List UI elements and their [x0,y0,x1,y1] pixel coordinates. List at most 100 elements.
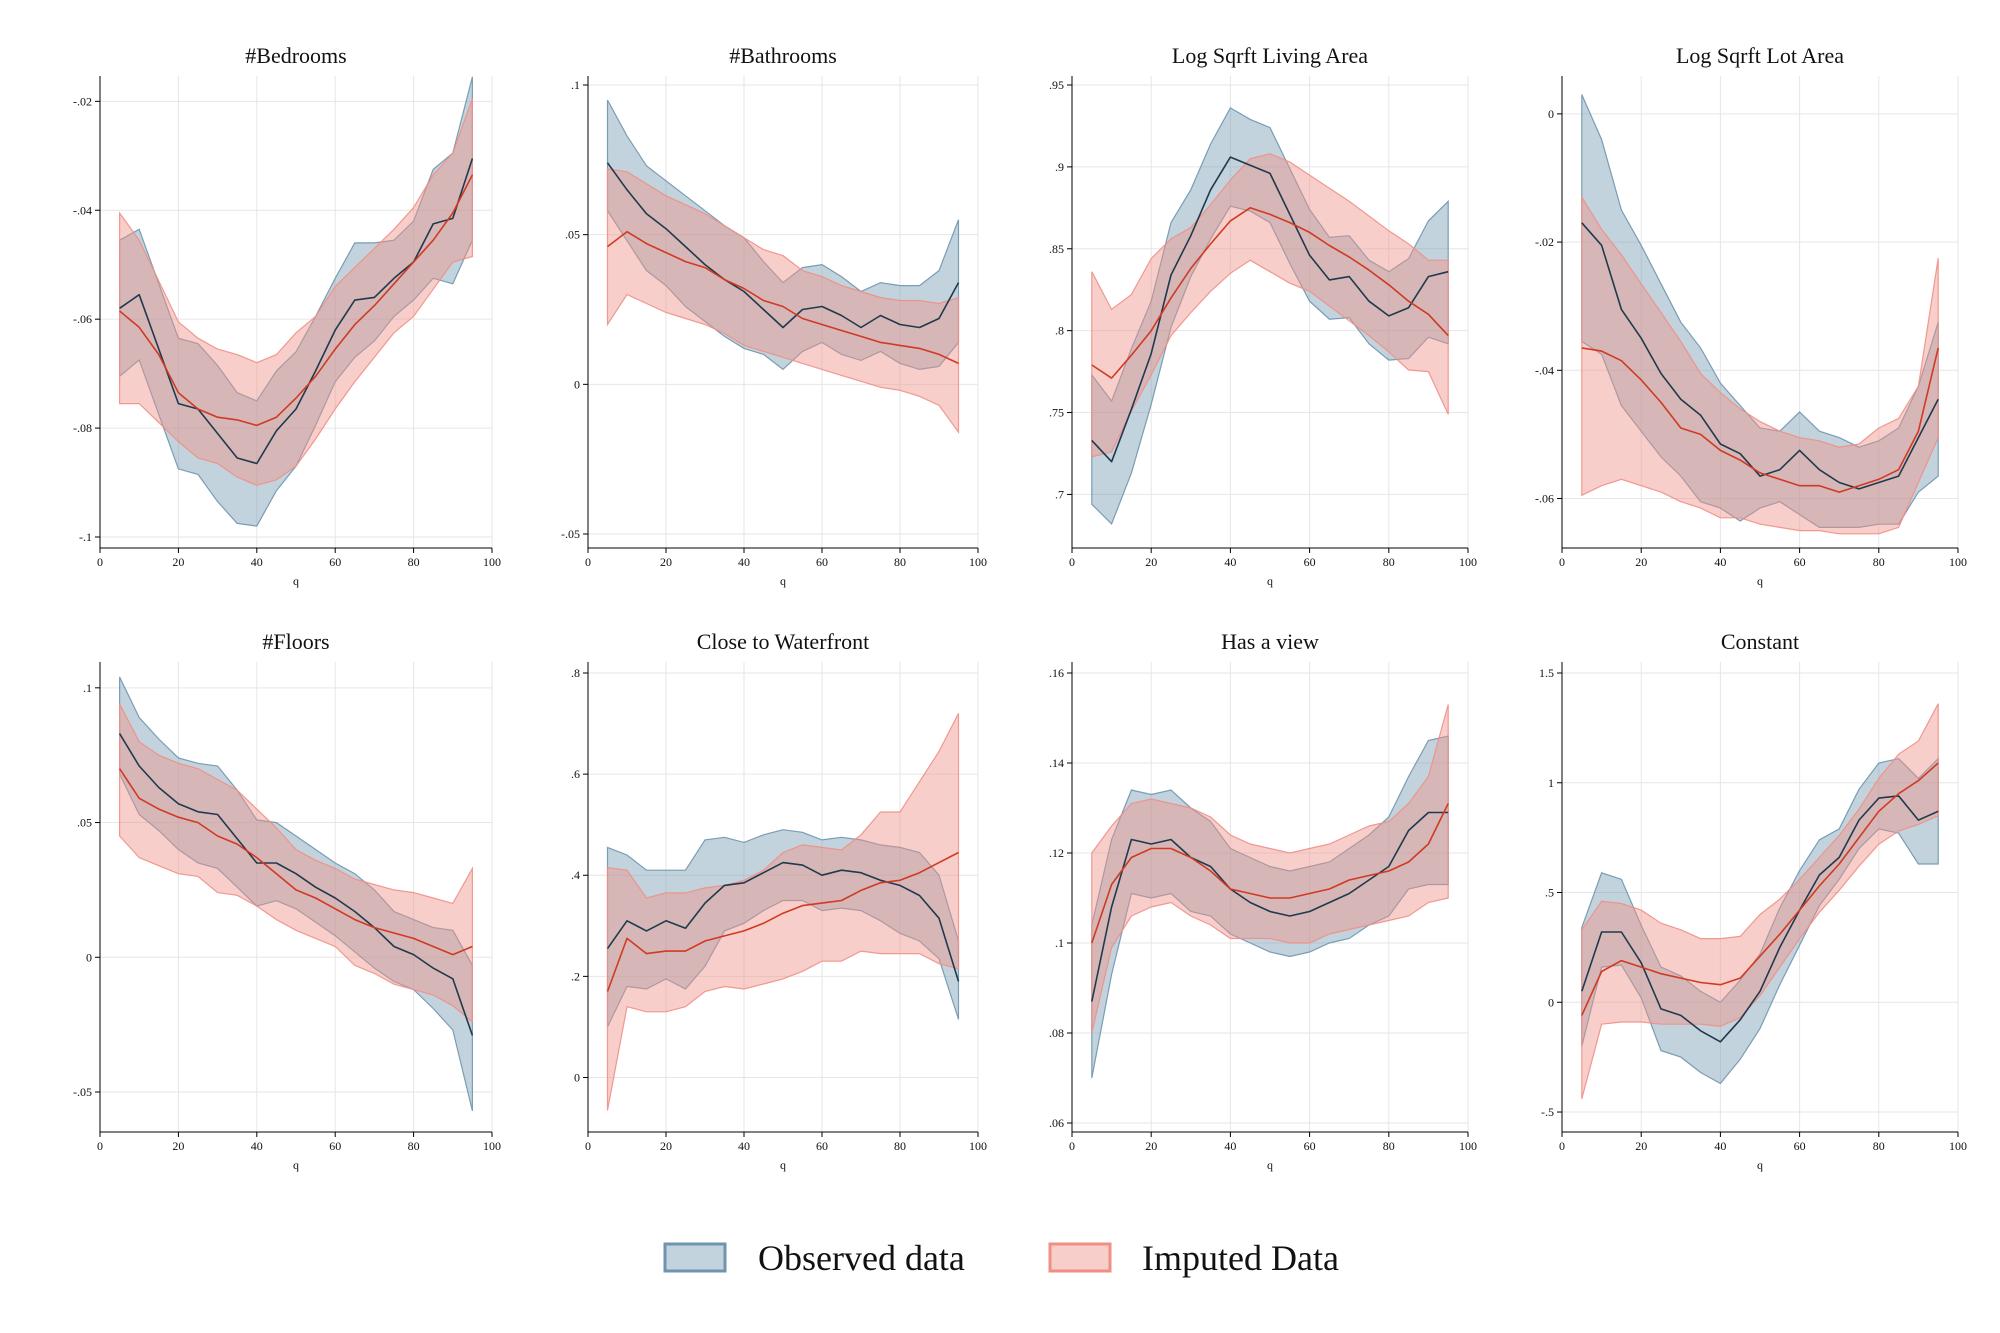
x-tick-label-5: 100 [969,555,987,569]
y-tick-label-3: 1 [1548,776,1554,790]
x-tick-label-5: 100 [483,555,501,569]
x-tick-label-3: 60 [1304,1139,1316,1153]
panel-constant: Constant -.5 0 .5 1 1.5 0 20 40 60 80 100 q [1539,629,1967,1172]
x-tick-label-0: 0 [1069,555,1075,569]
y-tick-label-0: .7 [1055,487,1064,501]
y-tick-label-1: 0 [1548,995,1554,1009]
line-imputed-num-bedrooms [119,174,474,427]
x-tick-label-2: 40 [251,1139,263,1153]
y-tick-label-0: -.5 [1541,1105,1554,1119]
x-tick-label-0: 0 [1559,1139,1565,1153]
y-tick-label-3: .6 [571,767,580,781]
y-tick-label-5: .95 [1049,78,1064,92]
y-tick-label-2: -.02 [1535,235,1554,249]
panel-title-num-floors: #Floors [262,629,329,654]
y-tick-label-3: .1 [571,78,580,92]
x-tick-label-0: 0 [585,1139,591,1153]
line-observed-num-floors [118,733,474,1036]
x-tick-label-3: 60 [329,555,341,569]
x-axis-title-num-bedrooms: q [293,574,299,588]
y-tick-label-4: 1.5 [1539,666,1554,680]
panel-title-log-sqrft-living-area: Log Sqrft Living Area [1172,43,1368,68]
band-imputed-log-sqrft-living-area [1091,153,1449,458]
y-tick-label-2: .05 [565,228,580,242]
y-tick-label-1: .08 [1049,1026,1064,1040]
x-tick-label-1: 20 [1635,1139,1647,1153]
y-tick-label-1: -.08 [73,421,92,435]
y-tick-label-3: -.04 [73,203,92,217]
band-imputed-num-floors [118,703,473,1024]
x-tick-label-1: 20 [172,1139,184,1153]
legend-swatch-observed [663,1242,727,1273]
x-tick-label-5: 100 [1949,1139,1967,1153]
band-imputed-close-to-waterfront [606,713,960,1111]
line-imputed-num-bathrooms [607,230,959,365]
panel-num-bathrooms: #Bathrooms -.05 0 .05 .1 0 20 40 60 80 100 q [561,43,987,588]
line-imputed-constant [1581,762,1939,1016]
x-tick-label-3: 60 [329,1139,341,1153]
y-tick-label-2: -.06 [73,312,92,326]
line-imputed-close-to-waterfront [606,851,959,992]
y-tick-label-3: .12 [1049,846,1064,860]
x-tick-label-2: 40 [1714,1139,1726,1153]
panel-log-sqrft-lot-area: Log Sqrft Lot Area -.06 -.04 -.02 0 0 20 40 60 80… [1535,43,1967,588]
legend-swatch-imputed [1048,1242,1112,1273]
x-tick-label-1: 20 [660,1139,672,1153]
x-tick-label-4: 80 [408,1139,420,1153]
x-tick-label-4: 80 [1873,1139,1885,1153]
x-tick-label-2: 40 [1224,1139,1236,1153]
y-tick-label-1: 0 [574,377,580,391]
band-observed-close-to-waterfront [606,829,960,1028]
line-observed-constant [1581,795,1939,1043]
panel-title-num-bathrooms: #Bathrooms [729,43,837,68]
y-tick-label-1: .2 [571,969,580,983]
x-tick-label-5: 100 [969,1139,987,1153]
x-tick-label-2: 40 [738,555,750,569]
legend-label-imputed: Imputed Data [1142,1238,1339,1278]
y-tick-label-5: .16 [1049,666,1064,680]
panel-num-floors: #Floors -.05 0 .05 .1 0 20 40 60 80 100 q [73,629,501,1172]
x-tick-label-2: 40 [1224,555,1236,569]
x-tick-label-5: 100 [1459,555,1477,569]
y-tick-label-0: .06 [1049,1116,1064,1130]
x-tick-label-1: 20 [660,555,672,569]
y-tick-label-0: -.05 [561,527,580,541]
x-tick-label-2: 40 [251,555,263,569]
band-imputed-num-bathrooms [606,168,960,435]
panel-has-a-view: Has a view .06 .08 .1 .12 .14 .16 0 20 40 60 80 100 q [1049,629,1477,1172]
y-tick-label-3: .1 [83,681,92,695]
y-tick-label-2: .1 [1055,936,1064,950]
y-tick-label-4: -.02 [73,94,92,108]
panel-title-has-a-view: Has a view [1221,629,1319,654]
panels: #Bedrooms-.1-.08-.06-.04-.020 20 40 60 80 100… [73,43,1967,1172]
panel-title-num-bedrooms: #Bedrooms [245,43,346,68]
x-axis-title-log-sqrft-living-area: q [1267,574,1273,588]
panel-title-constant: Constant [1721,629,1799,654]
y-tick-label-3: .85 [1049,242,1064,256]
x-tick-label-0: 0 [1069,1139,1075,1153]
x-tick-label-4: 80 [894,555,906,569]
x-tick-label-4: 80 [408,555,420,569]
x-tick-label-3: 60 [816,555,828,569]
panel-title-close-to-waterfront: Close to Waterfront [697,629,870,654]
panel-log-sqrft-living-area: Log Sqrft Living Area .7 .75 .8 .85 .9 .95 0 20 4… [1049,43,1477,588]
panel-title-log-sqrft-lot-area: Log Sqrft Lot Area [1676,43,1844,68]
x-tick-label-0: 0 [97,1139,103,1153]
x-tick-label-0: 0 [97,555,103,569]
line-imputed-num-floors [118,768,473,956]
y-tick-label-1: -.04 [1535,363,1554,377]
x-tick-label-3: 60 [1304,555,1316,569]
y-tick-label-2: .4 [571,868,580,882]
x-tick-label-4: 80 [894,1139,906,1153]
y-tick-label-1: 0 [86,950,92,964]
x-tick-label-3: 60 [816,1139,828,1153]
y-tick-label-2: .8 [1055,324,1064,338]
x-tick-label-4: 80 [1383,1139,1395,1153]
y-tick-label-4: .14 [1049,756,1064,770]
x-axis-title-has-a-view: q [1267,1158,1273,1172]
x-tick-label-3: 60 [1794,555,1806,569]
line-observed-close-to-waterfront [606,861,960,982]
panel-num-bedrooms: #Bedrooms -.1 -.08 -.06 -.04 -.02 0 20 40 60 80 100… [73,43,501,588]
x-tick-label-1: 20 [1145,555,1157,569]
